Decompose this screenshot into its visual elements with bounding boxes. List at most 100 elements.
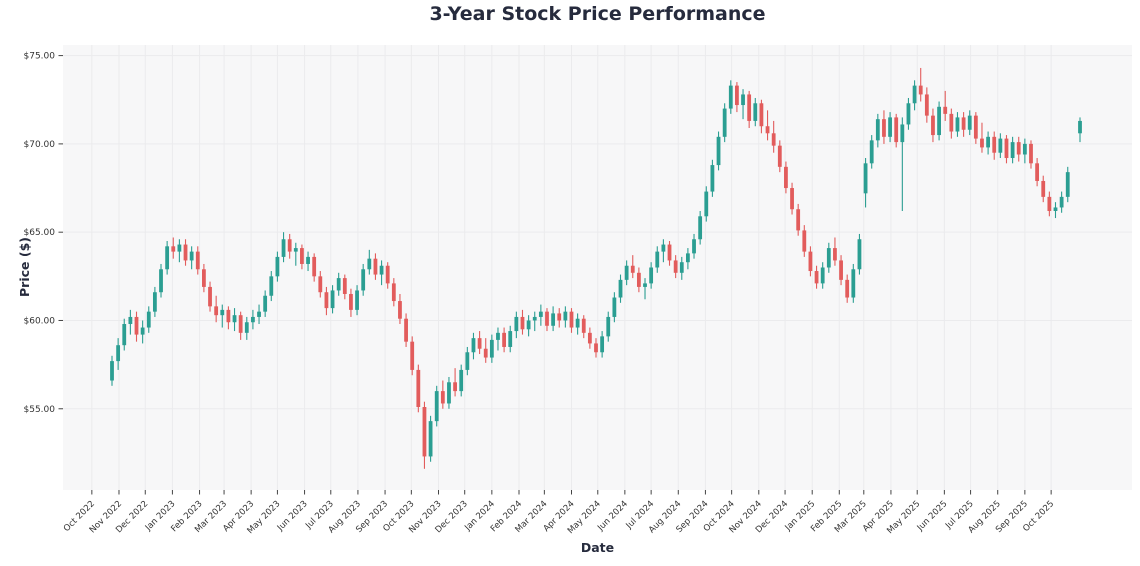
candle-up [152, 292, 157, 312]
candle-up [244, 322, 249, 333]
candle-up [1059, 196, 1064, 208]
candle-down [814, 271, 819, 284]
x-axis-title: Date [580, 540, 615, 555]
candle-up [551, 313, 556, 326]
candle-down [667, 244, 672, 261]
candle-up [146, 311, 151, 328]
candle-up [220, 309, 225, 316]
candle-up [820, 267, 825, 284]
candle-up [355, 290, 359, 310]
candle-down [790, 188, 794, 210]
y-tick-label: $60.00 [24, 316, 56, 326]
candle-up [1078, 120, 1082, 134]
candle-up [177, 244, 182, 252]
candle-down [201, 269, 206, 287]
candle-up [722, 108, 727, 137]
candle-up [1065, 172, 1070, 197]
candle-up [367, 258, 372, 270]
candle-down [1041, 180, 1046, 197]
candle-down [453, 382, 457, 392]
candle-up [257, 311, 261, 317]
candle-up [459, 369, 464, 392]
candle-down [845, 279, 850, 298]
candle-up [986, 136, 991, 148]
candle-up [906, 103, 911, 125]
candle-down [569, 311, 574, 328]
candle-up [140, 327, 145, 335]
candle-up [728, 85, 733, 109]
candle-down [931, 115, 935, 136]
candle-down [483, 348, 488, 358]
candle-up [857, 239, 862, 270]
candle-down [980, 138, 984, 148]
candle-down [287, 239, 292, 252]
candle-down [882, 119, 886, 137]
candle-up [532, 316, 537, 321]
candle-down [545, 311, 549, 326]
candle-down [594, 343, 598, 353]
candle-up [330, 290, 335, 309]
candle-down [238, 315, 243, 333]
candle-down [1016, 142, 1021, 155]
candle-down [422, 407, 427, 457]
candle-up [232, 315, 237, 323]
candle-down [342, 278, 347, 294]
candle-down [833, 248, 837, 261]
candle-up [655, 251, 660, 268]
candle-up [128, 316, 133, 325]
candle-up [281, 239, 286, 257]
candle-up [428, 421, 433, 457]
candle-up [471, 338, 476, 353]
candle-up [575, 318, 580, 328]
candle-up [606, 316, 611, 337]
candle-down [961, 117, 966, 130]
candle-up [538, 311, 543, 317]
candle-up [165, 246, 170, 270]
candle-down [520, 316, 525, 330]
candle-down [300, 248, 304, 264]
candle-up [526, 320, 531, 330]
candle-up [967, 115, 972, 130]
candle-down [410, 341, 415, 370]
candle-up [293, 248, 298, 252]
candle-down [784, 166, 788, 189]
candle-up [612, 297, 617, 317]
candle-down [385, 265, 390, 284]
candle-down [765, 126, 770, 134]
candle-up [263, 295, 268, 312]
candle-down [502, 332, 507, 347]
chart-title: 3-Year Stock Price Performance [429, 3, 766, 25]
candle-up [447, 382, 451, 404]
candle-down [1035, 163, 1040, 181]
candle-up [489, 339, 494, 358]
candle-down [1004, 138, 1009, 159]
candle-up [361, 269, 366, 291]
candle-up [685, 253, 690, 263]
candle-down [440, 391, 445, 404]
candle-up [465, 352, 470, 370]
candle-down [992, 136, 997, 153]
candle-down [943, 106, 948, 114]
candle-down [918, 85, 923, 95]
candle-up [869, 140, 874, 164]
candle-up [496, 332, 500, 340]
candle-up [704, 191, 709, 217]
candle-down [771, 133, 776, 146]
y-tick-label: $75.00 [24, 52, 56, 62]
candle-down [949, 113, 954, 132]
candle-down [673, 260, 678, 273]
candle-up [269, 276, 274, 296]
candle-down [226, 309, 231, 323]
candle-down [894, 117, 899, 143]
y-axis-title: Price ($) [17, 237, 32, 297]
candle-up [275, 256, 280, 277]
candle-down [312, 256, 317, 277]
candle-down [973, 115, 978, 139]
candle-down [587, 332, 592, 344]
candle-down [747, 94, 752, 121]
candle-down [398, 301, 402, 319]
candle-up [508, 331, 513, 347]
candle-up [110, 361, 114, 381]
